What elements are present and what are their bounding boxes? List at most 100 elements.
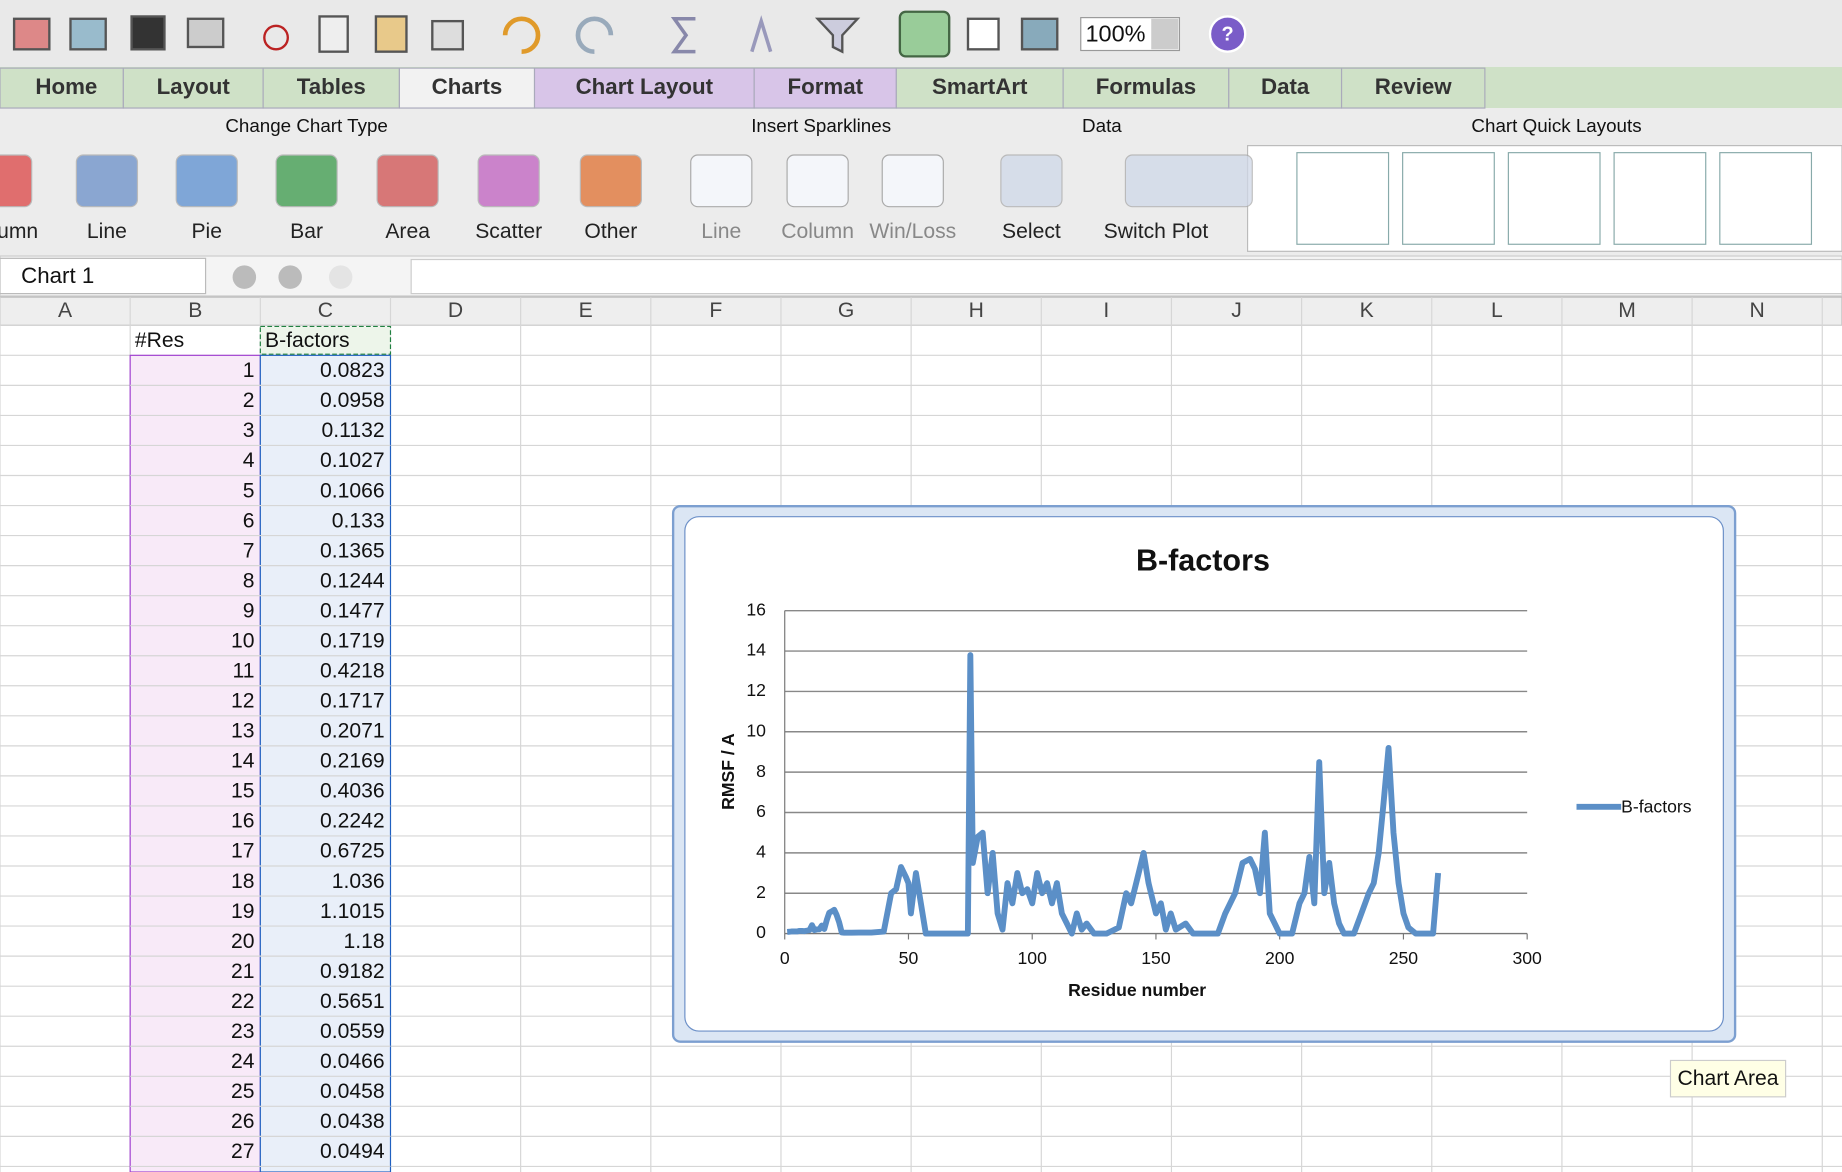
column-header[interactable]: I: [1103, 299, 1109, 322]
ribbon-item-label[interactable]: Select: [1002, 220, 1061, 243]
column-header[interactable]: K: [1360, 299, 1374, 322]
cell[interactable]: 0.0458: [320, 1080, 385, 1103]
cell[interactable]: 0.1365: [320, 539, 385, 562]
tab[interactable]: [1340, 67, 1486, 109]
column-header[interactable]: L: [1491, 299, 1503, 322]
cell[interactable]: 8: [243, 569, 255, 592]
icon[interactable]: [374, 15, 408, 53]
icon[interactable]: [1020, 17, 1059, 51]
tab[interactable]: [262, 67, 401, 109]
cell[interactable]: 0.1132: [322, 419, 385, 442]
cell[interactable]: 0.2242: [320, 810, 385, 833]
quick-layout-thumb[interactable]: [1719, 152, 1813, 245]
ribbon-item-label[interactable]: Area: [385, 220, 430, 243]
cell[interactable]: 0.2169: [320, 750, 385, 773]
cell[interactable]: 27: [231, 1140, 255, 1163]
tab[interactable]: [398, 67, 536, 109]
ribbon-item-label[interactable]: Column: [781, 220, 854, 243]
ribbon-icon[interactable]: [175, 154, 238, 208]
icon[interactable]: [670, 17, 696, 54]
cell[interactable]: 10: [231, 629, 255, 652]
icon[interactable]: [318, 15, 349, 53]
column-header[interactable]: M: [1618, 299, 1636, 322]
icon[interactable]: [814, 17, 861, 54]
tab-label[interactable]: Tables: [297, 74, 366, 99]
icon[interactable]: [575, 16, 614, 55]
tab-label[interactable]: Review: [1375, 74, 1453, 99]
formula-input[interactable]: [410, 258, 1842, 295]
ribbon-item-label[interactable]: Scatter: [475, 220, 542, 243]
ribbon-item-label[interactable]: umn: [0, 220, 38, 243]
name-box-value[interactable]: Chart 1: [21, 263, 94, 288]
cell[interactable]: 17: [231, 840, 255, 863]
cell[interactable]: 0.9182: [320, 960, 385, 983]
tab[interactable]: [0, 67, 124, 109]
cell[interactable]: 7: [243, 539, 255, 562]
tab-label[interactable]: Formulas: [1096, 74, 1196, 99]
cell[interactable]: 18: [231, 870, 255, 893]
ribbon-icon[interactable]: [376, 154, 439, 208]
icon[interactable]: [966, 17, 1000, 51]
cell[interactable]: 9: [243, 599, 255, 622]
quick-layout-thumb[interactable]: [1296, 152, 1390, 245]
cell[interactable]: 26: [231, 1110, 255, 1133]
enter-button[interactable]: [278, 265, 302, 289]
cell[interactable]: 19: [231, 900, 255, 923]
ribbon-icon[interactable]: [1124, 154, 1253, 208]
name-box[interactable]: [0, 257, 207, 295]
column-header[interactable]: A: [58, 299, 73, 322]
icon[interactable]: [431, 19, 465, 51]
ribbon-icon[interactable]: [786, 154, 849, 208]
tab-label[interactable]: SmartArt: [932, 74, 1028, 99]
cell[interactable]: 12: [231, 690, 255, 713]
cell[interactable]: 0.1719: [320, 629, 385, 652]
column-header[interactable]: F: [709, 299, 722, 322]
cell[interactable]: 14: [231, 750, 255, 773]
ribbon-item-label[interactable]: Other: [584, 220, 637, 243]
icon[interactable]: [263, 24, 289, 51]
quick-layout-thumb[interactable]: [1507, 152, 1601, 245]
cell[interactable]: 15: [231, 780, 255, 803]
column-header[interactable]: B: [188, 299, 202, 322]
cell[interactable]: 1.18: [343, 930, 384, 953]
cell[interactable]: 11: [233, 660, 255, 683]
icon[interactable]: [898, 10, 951, 58]
ribbon-item-label[interactable]: Pie: [191, 220, 222, 243]
ribbon-icon[interactable]: [75, 154, 139, 208]
tab-label[interactable]: Format: [787, 74, 863, 99]
cell[interactable]: 4: [243, 449, 255, 472]
tab-label[interactable]: Charts: [432, 74, 503, 99]
ribbon-item-label[interactable]: Line: [701, 220, 741, 243]
cell[interactable]: 1.1015: [320, 900, 385, 923]
icon[interactable]: [69, 17, 107, 51]
cell[interactable]: 5: [243, 479, 255, 502]
column-header[interactable]: E: [579, 299, 593, 322]
cell[interactable]: 24: [231, 1050, 255, 1073]
cell[interactable]: 0.0958: [320, 389, 385, 412]
tab[interactable]: [1062, 67, 1230, 109]
column-header[interactable]: J: [1231, 299, 1242, 322]
cell[interactable]: 0.133: [332, 509, 385, 532]
cell[interactable]: 1: [243, 359, 255, 382]
icon[interactable]: [130, 15, 166, 51]
cell[interactable]: 13: [231, 720, 255, 743]
cell[interactable]: 0.1717: [320, 690, 385, 713]
cell[interactable]: 2: [243, 389, 255, 412]
zoom-dropdown[interactable]: [1151, 18, 1179, 50]
chart[interactable]: B-factors 0 2 4 6 8 10 12 14 16 0 50 100 150 200 250 300…: [671, 504, 1737, 1043]
cell[interactable]: 25: [231, 1080, 255, 1103]
ribbon-icon[interactable]: [881, 154, 944, 208]
tab-label[interactable]: Home: [35, 74, 97, 99]
ribbon-icon[interactable]: [477, 154, 540, 208]
help-button[interactable]: [1208, 15, 1247, 53]
cell[interactable]: 0.4036: [320, 780, 385, 803]
cell[interactable]: 0.0559: [320, 1020, 385, 1043]
ribbon-icon[interactable]: [690, 154, 753, 208]
cell[interactable]: 0.0466: [320, 1050, 385, 1073]
column-header[interactable]: G: [838, 299, 854, 322]
function-button[interactable]: [328, 265, 353, 289]
column-header[interactable]: D: [448, 299, 463, 322]
cell[interactable]: 0.0438: [320, 1110, 385, 1133]
cell[interactable]: 6: [243, 509, 255, 532]
ribbon-icon[interactable]: [1000, 154, 1063, 208]
